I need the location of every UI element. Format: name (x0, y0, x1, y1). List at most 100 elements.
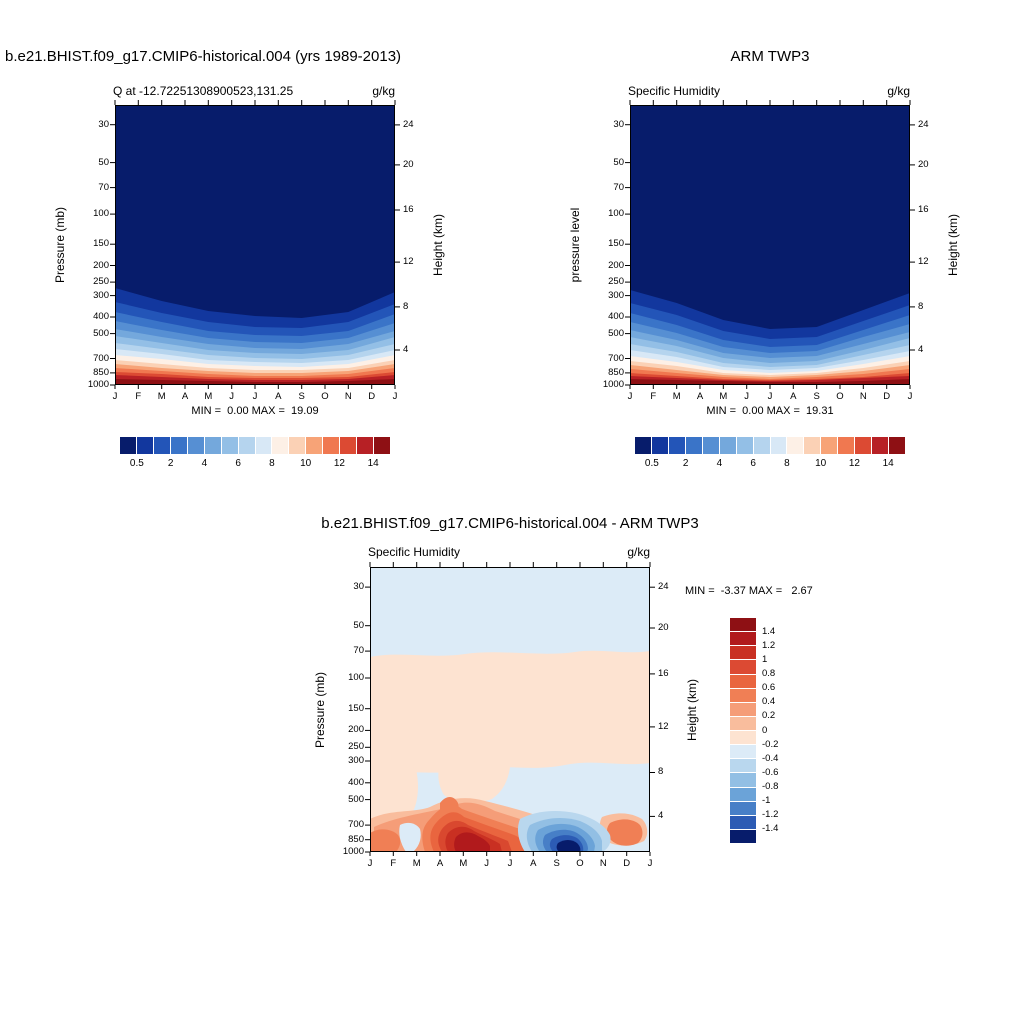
colorbar-box (120, 437, 137, 454)
colorbar-box (323, 437, 341, 454)
height-tick-label: 4 (403, 344, 409, 355)
colorbar-box (685, 437, 703, 454)
page-title-obs: ARM TWP3 (730, 48, 810, 65)
height-tick-label: 12 (658, 720, 669, 732)
colorbar-box (736, 437, 754, 454)
colorbar-box (730, 815, 756, 830)
colorbar-label: 8 (269, 458, 275, 469)
colorbar-label: 2 (167, 458, 174, 469)
subtitle-row: Q at -12.72251308900523,131.25 g/kg (113, 84, 395, 98)
month-tick-label: A (696, 391, 704, 402)
month-tick-label: M (157, 391, 166, 402)
page-title-diff: b.e21.BHIST.f09_g17.CMIP6-historical.004… (321, 515, 699, 532)
pressure-tick-label: 50 (613, 156, 624, 168)
colorbar-box (340, 437, 358, 454)
subtitle-row: Specific Humidity g/kg (628, 84, 910, 98)
colorbar-box (730, 632, 756, 647)
pressure-tick-label: 1000 (602, 379, 624, 390)
pressure-axis: 30 50 70 100 150 200 250 300 400 500 700 850 1000 (324, 567, 364, 857)
subtitle-row: Specific Humidity g/kg (368, 545, 650, 559)
month-tick-label: J (392, 391, 398, 402)
colorbar-box (272, 437, 290, 454)
diff-region-orange-right-core (607, 819, 643, 846)
colorbar-label: -0.6 (762, 766, 779, 778)
pressure-tick-label: 250 (608, 276, 624, 288)
colorbar-box (821, 437, 839, 454)
height-tick-label: 20 (658, 621, 669, 633)
month-tick-label: M (412, 858, 421, 869)
month-tick-label: N (344, 391, 352, 402)
pressure-tick-label: 200 (348, 724, 364, 736)
pressure-tick-label: 300 (608, 289, 624, 301)
month-tick-label: M (204, 391, 213, 402)
y-axis-label-left: pressure level (568, 207, 582, 283)
month-tick-label: J (507, 858, 513, 869)
page-title: b.e21.BHIST.f09_g17.CMIP6-historical.004… (5, 48, 402, 65)
month-tick-label: J (367, 858, 373, 869)
colorbar-box (651, 437, 669, 454)
month-tick-label: D (883, 391, 891, 402)
height-tick-label: 8 (403, 300, 409, 312)
pressure-tick-label: 300 (93, 289, 109, 301)
colorbar-box (357, 437, 375, 454)
plot-subtitle: Specific Humidity (368, 545, 461, 559)
pressure-tick-label: 50 (98, 156, 109, 168)
month-tick-label: S (298, 391, 305, 402)
height-tick-label: 8 (658, 766, 664, 778)
units-label: g/kg (372, 84, 395, 98)
month-tick-label: J (112, 391, 118, 402)
colorbar-label: 0.8 (762, 668, 776, 680)
pressure-axis: 30 50 70 100 150 200 250 300 400 500 700 850 1000 (584, 105, 624, 389)
colorbar-box (730, 773, 756, 788)
colorbar-box (719, 437, 737, 454)
height-tick-label: 16 (403, 204, 414, 215)
colorbar-label: 4 (716, 458, 723, 469)
colorbar-box (730, 801, 756, 816)
min-max-stats: MIN = 0.00 MAX = 19.09 (191, 405, 319, 417)
height-tick-label: 12 (403, 256, 414, 268)
pressure-tick-label: 50 (353, 619, 364, 631)
colorbar-label: 0.2 (762, 710, 776, 722)
height-tick-label: 24 (918, 118, 929, 130)
colorbar-box (730, 745, 756, 760)
colorbar-box (374, 437, 390, 454)
plot-subtitle: Q at -12.72251308900523,131.25 (113, 84, 294, 98)
plot-frame (115, 105, 395, 385)
month-tick-label: A (275, 391, 282, 402)
colorbar-label: -1.2 (762, 808, 779, 820)
y-axis-label-left: Pressure (mb) (53, 206, 67, 284)
month-tick-label: M (719, 391, 728, 402)
pressure-tick-label: 700 (608, 352, 624, 364)
pressure-tick-label: 500 (93, 327, 109, 339)
colorbar-label: 0 (762, 724, 768, 736)
diff-region-peach-left (370, 762, 418, 823)
month-tick-label: S (813, 391, 820, 402)
month-tick-label: N (859, 391, 867, 402)
panel-obs: ARM TWP3 Specific Humidity g/kg 30 50 70 10… (515, 40, 1024, 490)
colorbar-box (730, 716, 756, 731)
y-axis-label-right: Height (km) (946, 213, 960, 277)
colorbar-label: 1.2 (762, 640, 776, 652)
colorbar (120, 437, 390, 454)
colorbar-box (204, 437, 222, 454)
colorbar-box (221, 437, 239, 454)
colorbar-label: 0.5 (129, 458, 144, 469)
colorbar-box (838, 437, 856, 454)
pressure-tick-label: 70 (98, 181, 109, 193)
diff-region-pale-peach (370, 650, 650, 775)
colorbar-label: 14 (882, 458, 894, 469)
colorbar-label: 4 (201, 458, 208, 469)
colorbar (635, 437, 905, 454)
units-label: g/kg (887, 84, 910, 98)
month-tick-label: O (321, 391, 329, 402)
month-tick-label: A (181, 391, 189, 402)
contour-band (115, 379, 395, 385)
contour-field (110, 100, 400, 389)
colorbar-box (306, 437, 324, 454)
colorbar-label: -0.4 (762, 752, 779, 764)
month-tick-label: J (252, 391, 258, 402)
colorbar-box (668, 437, 686, 454)
height-tick-label: 16 (918, 204, 929, 215)
